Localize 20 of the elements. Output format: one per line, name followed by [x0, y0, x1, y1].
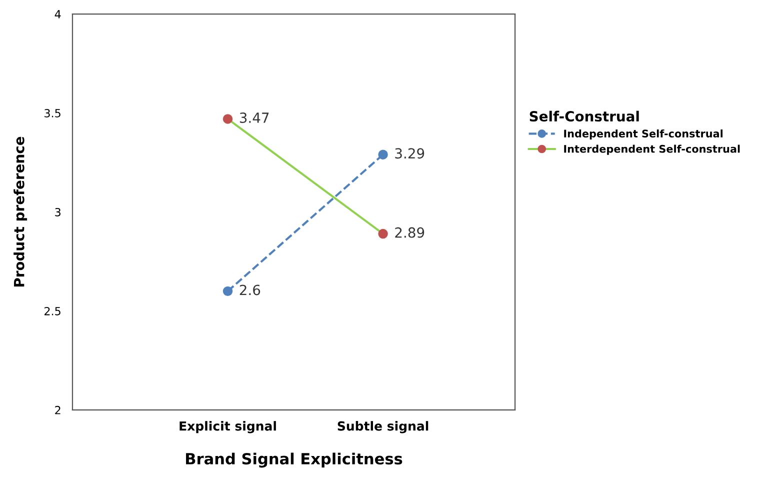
x-tick-label: Explicit signal: [180, 421, 276, 434]
data-label: 3.47: [240, 112, 269, 123]
x-tick-label: Subtle signal: [338, 421, 428, 434]
data-label: 2.89: [395, 227, 424, 238]
point: [378, 228, 388, 239]
point: [378, 150, 388, 160]
y-tick-label: 3: [55, 208, 60, 216]
point: [222, 286, 233, 296]
x-axis-title: Brand Signal Explicitness: [186, 452, 402, 468]
legend-title: Self-Construal: [530, 110, 639, 122]
y-tick-label: 2: [55, 406, 60, 414]
y-tick-label: 3.5: [44, 108, 60, 118]
point: [222, 114, 233, 124]
data-label: 2.6: [240, 284, 260, 296]
data-label: 3.29: [395, 148, 424, 159]
y-tick-label: 2.5: [44, 306, 60, 316]
y-tick-label: 4: [54, 10, 61, 18]
legend-label: Interdependent Self-construal: [564, 144, 740, 155]
y-axis-title: Product preference: [14, 136, 28, 287]
legend-label: Independent Self-construal: [564, 129, 723, 140]
